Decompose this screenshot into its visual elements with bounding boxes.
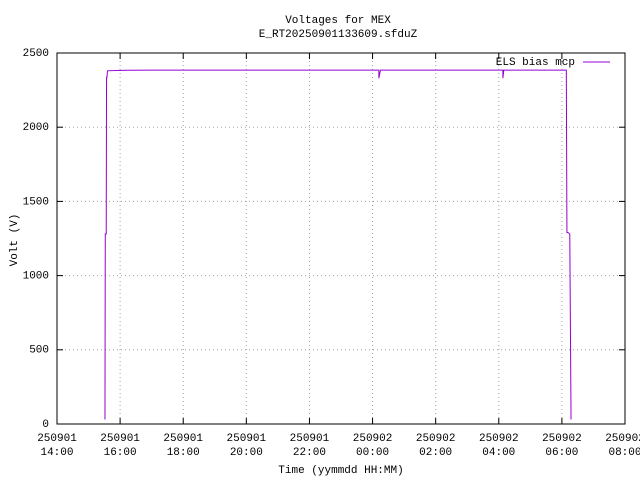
chart-subtitle: E_RT20250901133609.sfduZ — [259, 29, 418, 41]
y-axis-label: Volt (V) — [9, 214, 21, 267]
plot-frame — [56, 52, 626, 425]
x-tick-label: 25090208:00 — [605, 433, 640, 459]
y-tick-label: 500 — [29, 345, 49, 357]
y-tick-label: 1500 — [23, 196, 49, 208]
x-tick-label: 250902 02:00 — [416, 433, 456, 459]
y-tick-label: 1000 — [23, 271, 49, 283]
y-tick-label: 2000 — [23, 122, 49, 134]
x-tick-label: 250902 00:00 — [353, 433, 393, 459]
x-tick-label: 250902 04:00 — [479, 433, 519, 459]
x-tick-label: 250901 14:00 — [37, 433, 77, 459]
x-tick-label: 250901 20:00 — [227, 433, 267, 459]
legend-label: ELS bias mcp — [496, 57, 575, 69]
x-tick-label: 250901 18:00 — [163, 433, 203, 459]
x-tick-label: 250901 16:00 — [100, 433, 140, 459]
chart-title: Voltages for MEX — [285, 15, 391, 27]
x-tick-label: 250901 22:00 — [290, 433, 330, 459]
data-line — [104, 69, 572, 420]
x-tick-label: 250902 06:00 — [542, 433, 582, 459]
y-tick-label: 2500 — [23, 48, 49, 60]
y-tick-label: 0 — [42, 419, 49, 431]
x-axis-label: Time (yymmdd HH:MM) — [278, 465, 403, 477]
